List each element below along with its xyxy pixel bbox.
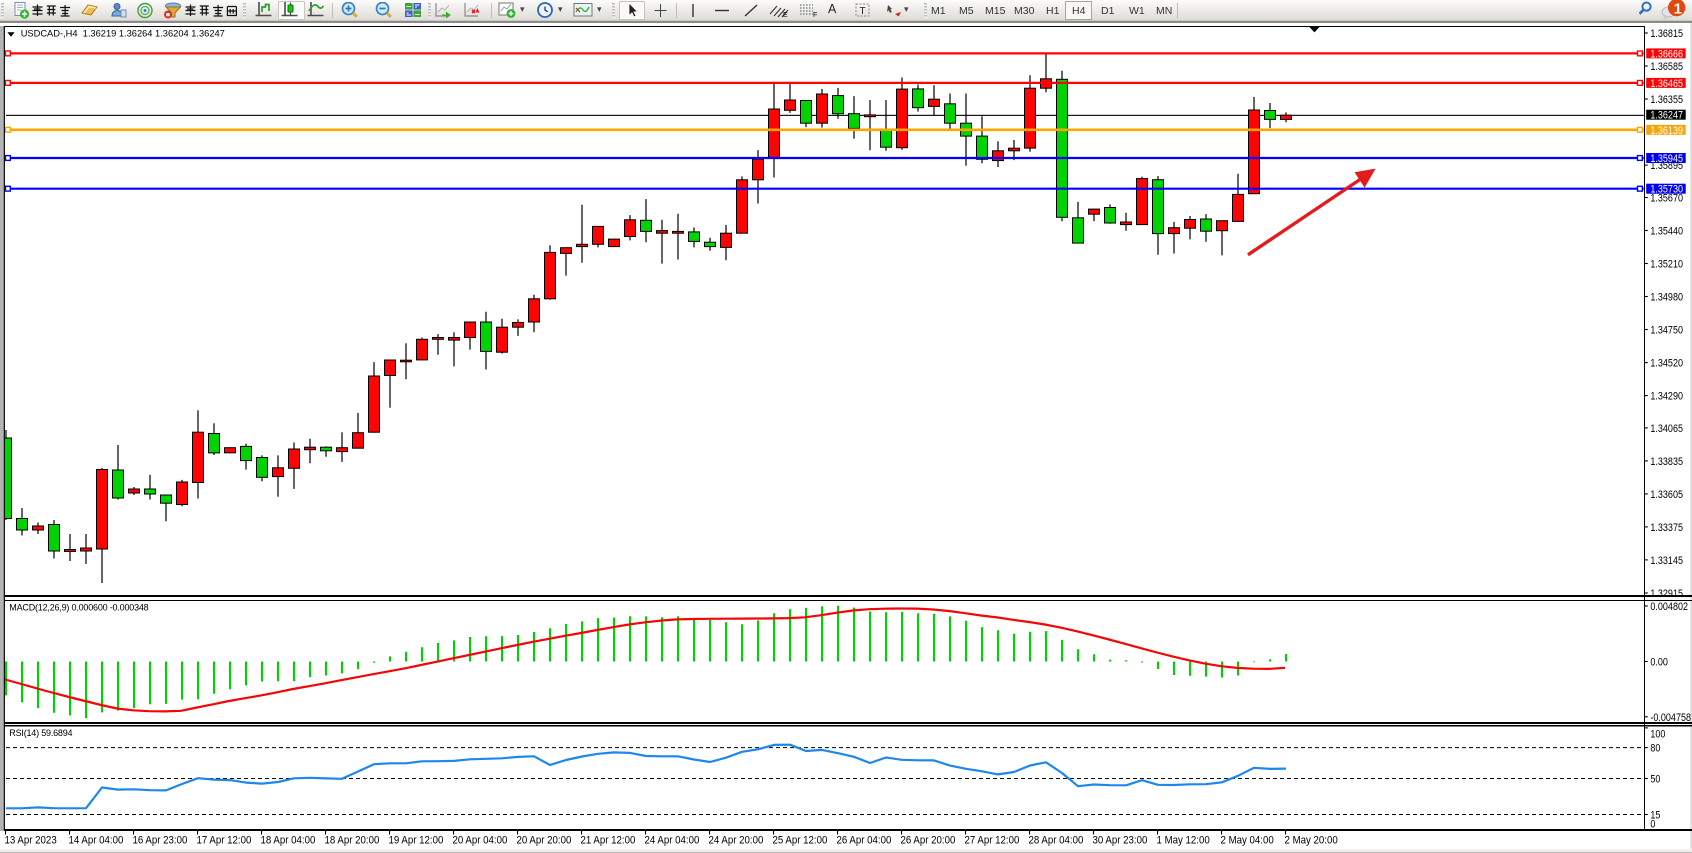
svg-text:17 Apr 12:00: 17 Apr 12:00 xyxy=(197,835,252,847)
svg-text:1.34980: 1.34980 xyxy=(1650,292,1683,304)
svg-text:20 Apr 04:00: 20 Apr 04:00 xyxy=(453,835,508,847)
svg-text:2 May 04:00: 2 May 04:00 xyxy=(1221,835,1274,847)
svg-text:26 Apr 20:00: 26 Apr 20:00 xyxy=(901,835,956,847)
svg-text:20 Apr 20:00: 20 Apr 20:00 xyxy=(517,835,572,847)
svg-text:28 Apr 04:00: 28 Apr 04:00 xyxy=(1029,835,1084,847)
svg-text:E: E xyxy=(783,12,788,19)
svg-text:1.36585: 1.36585 xyxy=(1650,61,1683,73)
svg-text:1.34520: 1.34520 xyxy=(1650,358,1683,370)
svg-text:2 May 20:00: 2 May 20:00 xyxy=(1285,835,1338,847)
svg-text:19 Apr 12:00: 19 Apr 12:00 xyxy=(389,835,444,847)
svg-text:1.33835: 1.33835 xyxy=(1650,456,1683,468)
svg-text:1.34750: 1.34750 xyxy=(1650,325,1683,337)
svg-text:-0.004758: -0.004758 xyxy=(1650,712,1691,724)
svg-text:1.33375: 1.33375 xyxy=(1650,522,1683,534)
svg-text:18 Apr 04:00: 18 Apr 04:00 xyxy=(261,835,316,847)
svg-text:1.36247: 1.36247 xyxy=(1650,110,1683,122)
svg-text:1.35210: 1.35210 xyxy=(1650,259,1683,271)
svg-text:1.36666: 1.36666 xyxy=(1650,49,1683,61)
svg-text:1.35440: 1.35440 xyxy=(1650,226,1683,238)
svg-text:T: T xyxy=(860,6,866,17)
svg-text:1.33605: 1.33605 xyxy=(1650,489,1683,501)
svg-text:27 Apr 12:00: 27 Apr 12:00 xyxy=(965,835,1020,847)
svg-text:0.00: 0.00 xyxy=(1650,657,1668,669)
svg-text:1.36465: 1.36465 xyxy=(1650,78,1683,90)
svg-text:18 Apr 20:00: 18 Apr 20:00 xyxy=(325,835,380,847)
svg-text:1.36815: 1.36815 xyxy=(1650,28,1683,40)
svg-text:13 Apr 2023: 13 Apr 2023 xyxy=(5,835,57,847)
svg-text:26 Apr 04:00: 26 Apr 04:00 xyxy=(837,835,892,847)
svg-text:100: 100 xyxy=(1650,729,1665,741)
svg-text:1.34065: 1.34065 xyxy=(1650,423,1683,435)
svg-text:1.35895: 1.35895 xyxy=(1650,160,1683,172)
svg-text:1.36139: 1.36139 xyxy=(1650,125,1683,137)
svg-text:0.004802: 0.004802 xyxy=(1650,601,1688,613)
svg-text:24 Apr 20:00: 24 Apr 20:00 xyxy=(709,835,764,847)
svg-text:1.35670: 1.35670 xyxy=(1650,193,1683,205)
svg-text:16 Apr 23:00: 16 Apr 23:00 xyxy=(133,835,188,847)
svg-text:RSI(14) 59.6894: RSI(14) 59.6894 xyxy=(9,728,72,738)
svg-text:1.35945: 1.35945 xyxy=(1650,153,1683,165)
svg-text:1.33145: 1.33145 xyxy=(1650,555,1683,567)
svg-text:50: 50 xyxy=(1650,774,1660,786)
svg-text:25 Apr 12:00: 25 Apr 12:00 xyxy=(773,835,828,847)
svg-text:80: 80 xyxy=(1650,743,1660,755)
svg-text:21 Apr 12:00: 21 Apr 12:00 xyxy=(581,835,636,847)
svg-text:1.34290: 1.34290 xyxy=(1650,391,1683,403)
svg-text:24 Apr 04:00: 24 Apr 04:00 xyxy=(645,835,700,847)
svg-text:1 May 12:00: 1 May 12:00 xyxy=(1157,835,1210,847)
svg-text:1.35730: 1.35730 xyxy=(1650,184,1683,196)
svg-text:USDCAD-,H4 1.36219 1.36264 1.: USDCAD-,H4 1.36219 1.36264 1.36204 1.362… xyxy=(21,29,225,39)
svg-text:1.32915: 1.32915 xyxy=(1650,588,1683,600)
svg-text:30 Apr 23:00: 30 Apr 23:00 xyxy=(1093,835,1148,847)
svg-text:0: 0 xyxy=(1650,819,1655,831)
svg-text:1: 1 xyxy=(1674,0,1682,17)
svg-text:F: F xyxy=(813,12,817,19)
svg-text:1.36355: 1.36355 xyxy=(1650,94,1683,106)
svg-text:15: 15 xyxy=(1650,810,1660,822)
svg-text:14 Apr 04:00: 14 Apr 04:00 xyxy=(69,835,124,847)
svg-text:MACD(12,26,9) 0.000600 -0.0003: MACD(12,26,9) 0.000600 -0.000348 xyxy=(9,602,148,612)
